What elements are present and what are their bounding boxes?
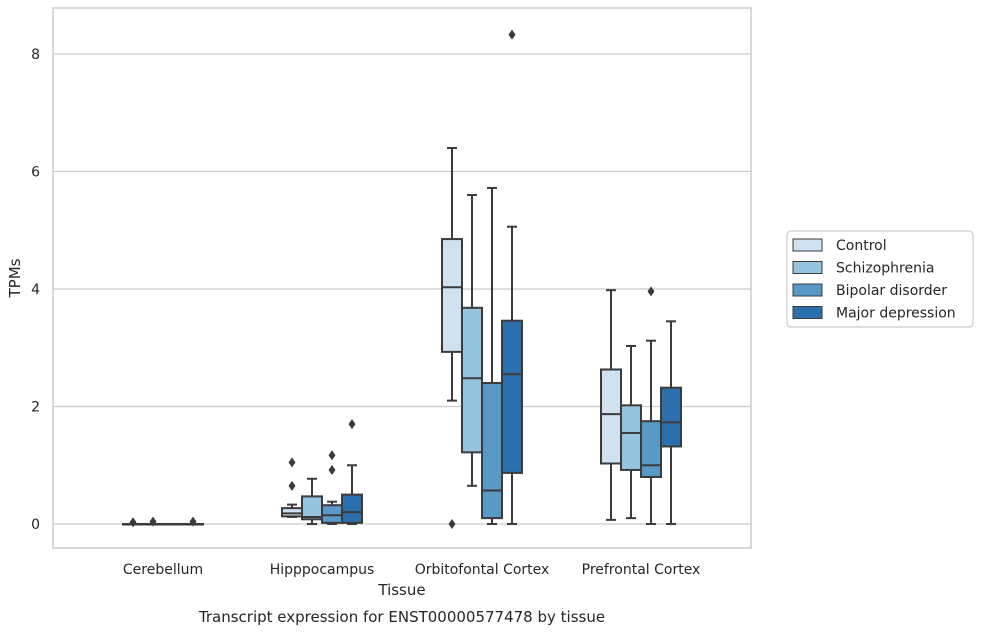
outlier-point: [288, 480, 296, 491]
x-tick-label: Cerebellum: [123, 562, 203, 578]
box-plot: [122, 517, 144, 528]
box-groups: [122, 29, 682, 529]
x-tick-label: Hipppocampus: [270, 562, 375, 578]
y-axis-title: TPMs: [6, 258, 24, 298]
y-tick-label: 8: [31, 47, 40, 63]
box-iqr: [640, 420, 662, 478]
legend-frame: [786, 230, 974, 328]
box-plot: [501, 29, 523, 525]
legend-swatch: [792, 238, 823, 252]
box-plot: [441, 147, 463, 529]
box-iqr: [481, 382, 503, 520]
x-axis-title: Tissue: [377, 581, 425, 599]
box-plot: [341, 419, 363, 525]
box-iqr: [501, 319, 523, 474]
outlier-point: [328, 450, 336, 461]
box-iqr: [600, 368, 622, 465]
box-plot: [281, 457, 303, 518]
box-plot: [620, 344, 642, 520]
box-plot: [162, 523, 184, 526]
box-iqr: [461, 306, 483, 454]
legend-swatch: [792, 283, 823, 297]
box-plot: [461, 194, 483, 487]
outlier-point: [448, 519, 456, 529]
box-plot: [301, 477, 323, 525]
x-tick-label: Prefrontal Cortex: [582, 562, 701, 578]
box-iqr: [660, 386, 682, 448]
legend-label: Major depression: [836, 306, 956, 322]
plot-frame: [52, 7, 752, 549]
outlier-point: [288, 457, 296, 468]
outlier-point: [328, 464, 336, 475]
x-tick-label: Orbitofontal Cortex: [415, 562, 550, 578]
outlier-point: [129, 517, 137, 528]
x-tick-labels: Cerebellum Hipppocampus Orbitofontal Corte…: [123, 562, 700, 578]
box-iqr: [441, 238, 463, 353]
box-iqr: [321, 504, 343, 524]
y-tick-labels: 0 2 4 6 8: [31, 47, 40, 533]
outlier-point: [149, 516, 157, 527]
box-iqr: [281, 507, 303, 518]
legend-label: Control: [836, 238, 887, 254]
legend-label: Schizophrenia: [836, 261, 934, 277]
outlier-point: [348, 419, 356, 430]
y-tick-label: 2: [31, 400, 40, 416]
legend: Control Schizophrenia Bipolar disorder Majo…: [786, 230, 974, 328]
outlier-point: [189, 516, 197, 527]
box-iqr: [620, 404, 642, 471]
box-iqr: [341, 493, 363, 524]
legend-swatch: [792, 306, 823, 319]
y-tick-label: 0: [31, 517, 40, 533]
box-iqr: [301, 495, 323, 521]
outlier-point: [647, 286, 655, 297]
figure-caption: Transcript expression for ENST0000057747…: [198, 608, 605, 626]
legend-swatch: [792, 261, 823, 274]
y-tick-label: 6: [31, 165, 40, 181]
y-tick-label: 4: [31, 282, 40, 298]
outlier-point: [508, 29, 516, 40]
legend-label: Bipolar disorder: [836, 283, 947, 299]
box-plot: [640, 286, 662, 525]
box-plot: [182, 516, 204, 527]
box-plot: [660, 320, 682, 525]
